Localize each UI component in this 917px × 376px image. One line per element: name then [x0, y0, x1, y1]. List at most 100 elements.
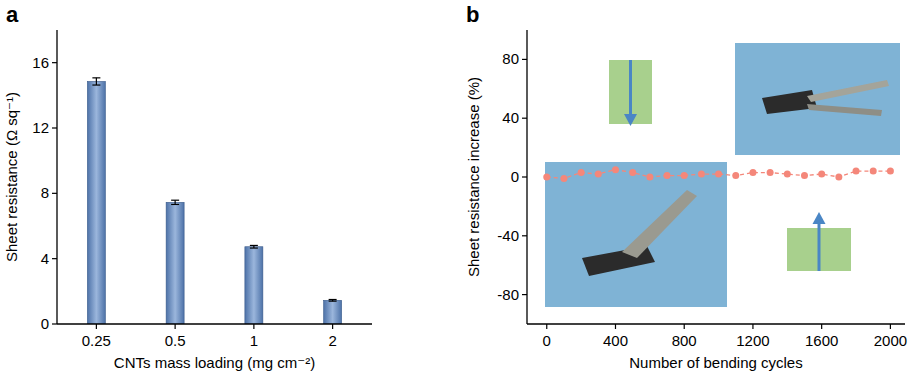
point — [732, 172, 739, 179]
point — [784, 171, 791, 178]
panel-1: b-80-4004080Sheet resistance increase (%… — [465, 2, 907, 371]
x-tick — [96, 324, 97, 329]
x-tick — [821, 324, 822, 329]
y-tick-label: 12 — [32, 119, 49, 136]
y-tick-label: 0 — [511, 168, 519, 185]
point — [715, 171, 722, 178]
x-tick — [546, 324, 547, 329]
error-bar — [92, 78, 100, 85]
point — [853, 168, 860, 175]
point — [801, 172, 808, 179]
point — [887, 168, 894, 175]
x-axis-title: Number of bending cycles — [629, 354, 802, 371]
panel-letter: b — [466, 2, 479, 27]
y-tick — [52, 258, 57, 259]
error-cap — [171, 200, 179, 201]
x-tick — [615, 324, 616, 329]
x-axis — [57, 323, 372, 324]
error-cap — [329, 301, 337, 302]
x-tick — [890, 324, 891, 329]
y-tick-label: 16 — [32, 54, 49, 71]
inset-photo — [735, 43, 900, 155]
x-tick-label: 1600 — [805, 332, 838, 349]
arrow-head — [813, 212, 826, 224]
film — [762, 90, 817, 114]
x-axis — [527, 323, 905, 324]
x-tick-label: 400 — [603, 332, 628, 349]
y-tick-label: 0 — [41, 315, 49, 332]
point — [612, 166, 619, 173]
bars — [87, 78, 341, 324]
y-axis — [526, 30, 527, 324]
y-tick — [522, 294, 527, 295]
y-tick — [52, 62, 57, 63]
point — [560, 175, 567, 182]
point — [595, 171, 602, 178]
x-tick — [332, 324, 333, 329]
y-axis — [56, 30, 57, 324]
error-cap — [171, 204, 179, 205]
point — [698, 171, 705, 178]
error-cap — [92, 84, 100, 85]
error-cap — [92, 77, 100, 78]
arrow — [818, 222, 821, 271]
y-tick-label: 40 — [502, 109, 519, 126]
y-tick — [52, 323, 57, 324]
arrow-head — [624, 114, 637, 126]
y-tick-label: -40 — [497, 227, 519, 244]
point — [818, 171, 825, 178]
point — [578, 169, 585, 176]
arrow — [629, 60, 632, 116]
y-tick — [522, 235, 527, 236]
y-tick-label: 8 — [41, 184, 49, 201]
x-tick-label: 2 — [328, 332, 336, 349]
error-stem — [175, 200, 176, 204]
x-axis-title: CNTs mass loading (mg cm⁻²) — [114, 354, 315, 371]
point — [835, 174, 842, 181]
y-tick — [522, 59, 527, 60]
bar — [245, 247, 263, 324]
point — [629, 169, 636, 176]
x-tick — [175, 324, 176, 329]
bar — [166, 202, 184, 324]
error-cap — [250, 247, 258, 248]
y-tick — [52, 193, 57, 194]
figure: a0481216Sheet resistance (Ω sq⁻¹)CNTs ma… — [0, 0, 917, 376]
y-axis-title: Sheet resistance increase (%) — [465, 77, 482, 277]
tweezer — [807, 80, 889, 102]
y-tick-label: -80 — [497, 286, 519, 303]
bar — [324, 300, 342, 324]
tweezer — [622, 190, 697, 258]
error-stem — [96, 78, 97, 85]
series — [543, 166, 894, 182]
x-tick — [253, 324, 254, 329]
point — [681, 172, 688, 179]
error-bar — [250, 245, 258, 248]
x-tick-label: 1200 — [736, 332, 769, 349]
point — [870, 168, 877, 175]
x-tick-label: 2000 — [874, 332, 907, 349]
point — [749, 169, 756, 176]
point — [767, 169, 774, 176]
x-tick-label: 800 — [672, 332, 697, 349]
inset-photo — [545, 162, 727, 307]
x-tick-label: 1 — [250, 332, 258, 349]
x-tick — [752, 324, 753, 329]
tweezer — [807, 104, 882, 116]
error-bar — [171, 200, 179, 204]
bar — [87, 81, 105, 324]
point — [646, 174, 653, 181]
panel-letter: a — [6, 2, 19, 27]
error-cap — [250, 245, 258, 246]
point — [543, 174, 550, 181]
error-bar — [329, 300, 337, 302]
inset-photos — [545, 43, 900, 307]
y-tick — [522, 176, 527, 177]
y-tick — [52, 127, 57, 128]
x-tick-label: 0.25 — [82, 332, 111, 349]
x-tick-label: 0.5 — [165, 332, 186, 349]
point — [664, 172, 671, 179]
panel-0: a0481216Sheet resistance (Ω sq⁻¹)CNTs ma… — [3, 2, 372, 371]
error-cap — [329, 299, 337, 300]
y-axis-title: Sheet resistance (Ω sq⁻¹) — [3, 92, 20, 262]
